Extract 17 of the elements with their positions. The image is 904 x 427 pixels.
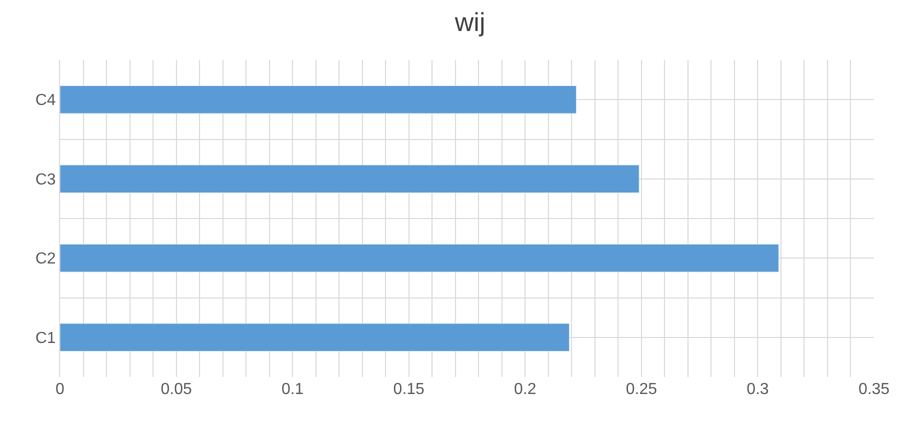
x-tick-label: 0.3: [746, 381, 769, 398]
x-tick-label: 0.35: [858, 381, 890, 398]
bar: [60, 164, 640, 193]
bar: [60, 323, 570, 352]
x-tick-label: 0.25: [626, 381, 658, 398]
x-tick-label: 0.15: [393, 381, 425, 398]
x-tick-label: 0: [56, 381, 65, 398]
bar: [60, 86, 577, 114]
chart-title: wij: [454, 7, 486, 38]
x-tick-label: 0.1: [281, 381, 304, 398]
x-tick-label: 0.05: [160, 381, 192, 398]
y-tick-label: C2: [35, 250, 56, 268]
bar: [60, 244, 779, 272]
y-tick-label: C1: [35, 330, 56, 347]
x-tick-label: 0.2: [514, 381, 536, 398]
y-tick-label: C3: [35, 171, 56, 188]
y-tick-label: C4: [35, 92, 56, 110]
